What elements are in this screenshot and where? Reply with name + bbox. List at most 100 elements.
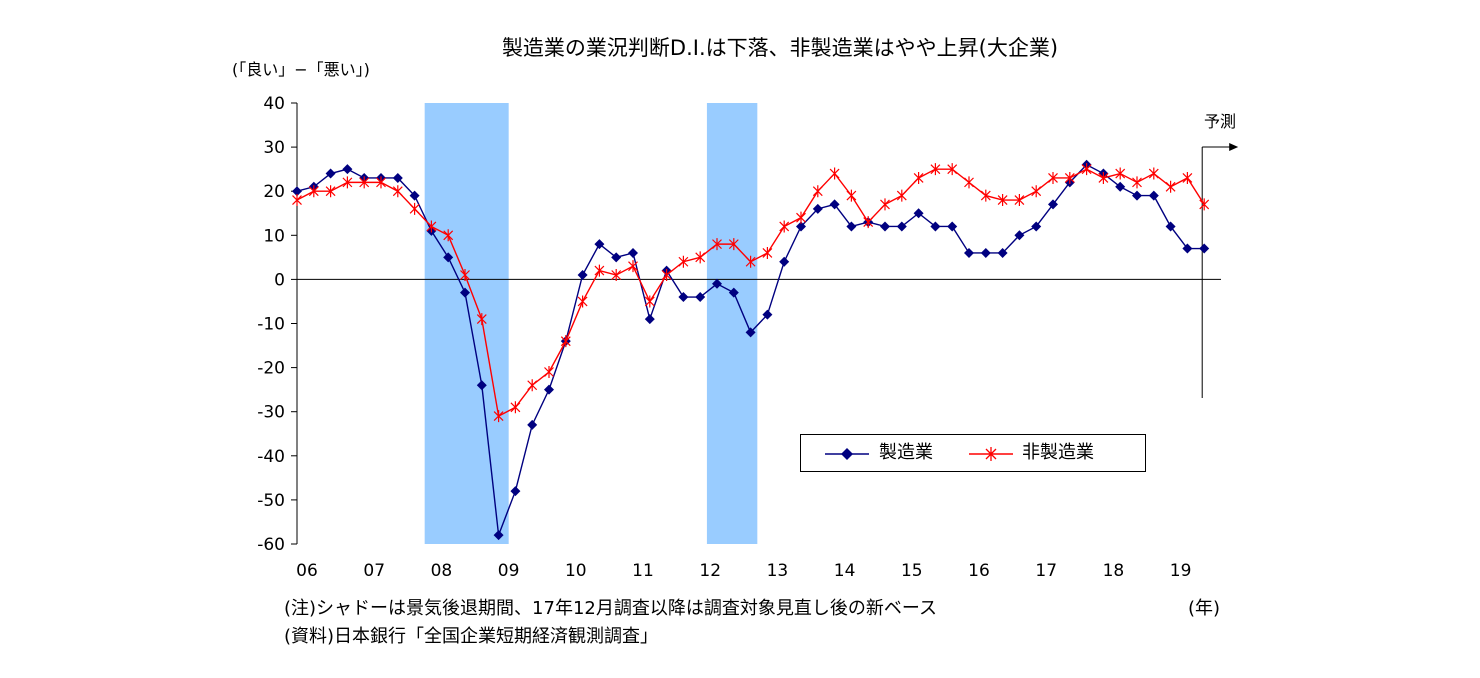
series-0-point-25 [712, 278, 722, 289]
series-1-point-6 [392, 185, 403, 198]
x-tick-label-2: 08 [431, 561, 453, 581]
series-0-point-9 [443, 252, 454, 263]
series-0-point-24 [695, 292, 706, 303]
y-tick-label-9: -50 [257, 491, 285, 511]
series-0-point-51 [1148, 190, 1159, 201]
series-0-point-32 [829, 199, 840, 210]
series-0-point-53 [1182, 243, 1193, 254]
series-1-point-23 [678, 255, 689, 268]
recession-shading-0 [424, 103, 509, 544]
x-tick-label-6: 12 [699, 561, 721, 581]
series-1-point-12 [493, 410, 504, 423]
series-0-point-0 [292, 186, 302, 197]
series-1-point-19 [611, 268, 622, 281]
legend-label-manufacturing: 製造業 [879, 442, 933, 463]
y-tick-label-0: 40 [263, 94, 285, 114]
series-0-point-6 [392, 172, 403, 183]
y-tick-label-3: 10 [263, 226, 285, 246]
y-tick-label-2: 20 [263, 182, 285, 202]
series-0-point-30 [796, 221, 806, 232]
series-1-point-25 [712, 238, 722, 251]
y-tick-label-5: -10 [257, 315, 285, 335]
series-0-point-2 [325, 168, 336, 179]
forecast-label: 予測 [1204, 112, 1237, 131]
series-0-point-3 [342, 164, 353, 175]
series-1-point-49 [1115, 167, 1126, 180]
x-axis-unit-label: (年) [1188, 598, 1221, 619]
legend-label-nonmanufacturing: 非製造業 [1022, 442, 1094, 463]
series-1-point-41 [980, 189, 991, 202]
chart-title: 製造業の業況判断D.I.は下落、非製造業はやや上昇(大企業) [501, 36, 1059, 60]
series-0-point-36 [896, 221, 907, 232]
legend-swatches [825, 447, 1013, 461]
series-1-point-44 [1031, 185, 1042, 198]
series-0-point-27 [745, 327, 756, 338]
series-0-point-13 [510, 486, 521, 497]
series-0-point-43 [1014, 230, 1025, 241]
series-1-point-4 [359, 176, 370, 189]
series-1-point-16 [560, 335, 571, 348]
series-1-point-8 [426, 220, 437, 233]
series-0-point-11 [476, 380, 487, 391]
legend-marker-manufacturing [841, 448, 853, 460]
series-1-point-0 [292, 194, 302, 207]
x-tick-label-9: 15 [901, 561, 923, 581]
series-1-point-22 [661, 268, 672, 281]
series-1-point-7 [409, 202, 420, 215]
series-1-point-11 [476, 313, 487, 326]
series-1-point-42 [997, 194, 1008, 207]
x-tick-label-7: 13 [767, 561, 789, 581]
chart-legend: 製造業 非製造業 [800, 434, 1146, 472]
series-0-point-45 [1048, 199, 1058, 210]
series-0-point-19 [611, 252, 622, 263]
series-0-point-20 [628, 247, 638, 258]
series-0-point-7 [409, 190, 420, 201]
series-0-point-52 [1165, 221, 1176, 232]
series-1-point-47 [1081, 163, 1092, 176]
y-axis-unit-label: (「良い」−「悪い」) [232, 60, 370, 79]
series-0-point-38 [930, 221, 941, 232]
series-1-point-17 [577, 295, 588, 308]
series-1-point-38 [930, 163, 941, 176]
x-tick-label-13: 19 [1170, 561, 1192, 581]
series-1-point-34 [863, 216, 874, 229]
series-0-point-10 [460, 287, 470, 298]
series-1-point-21 [644, 295, 655, 308]
series-0-point-33 [846, 221, 857, 232]
series-1-point-30 [796, 211, 806, 224]
series-0-point-18 [594, 239, 605, 250]
y-tick-label-10: -60 [257, 535, 285, 555]
series-1-point-1 [308, 185, 319, 198]
series-0-point-37 [913, 208, 924, 219]
series-0-point-42 [997, 247, 1008, 258]
series-1-point-18 [594, 264, 605, 277]
series-0-point-23 [678, 292, 689, 303]
series-0-point-29 [779, 256, 790, 267]
series-1-point-45 [1048, 171, 1058, 184]
series-0-point-21 [644, 314, 655, 325]
series-1-point-53 [1182, 171, 1193, 184]
series-0-point-50 [1132, 190, 1142, 201]
y-tick-label-7: -30 [257, 403, 285, 423]
series-1-point-3 [342, 176, 353, 189]
series-1-point-10 [460, 268, 470, 281]
series-1-point-13 [510, 401, 521, 414]
series-1-point-33 [846, 189, 857, 202]
series-0-point-14 [527, 419, 538, 430]
series-0-point-35 [880, 221, 890, 232]
series-1-point-5 [376, 176, 386, 189]
series-0-point-40 [964, 247, 974, 258]
series-0-point-28 [762, 309, 773, 320]
series-1-point-26 [728, 238, 739, 251]
series-1-point-39 [947, 163, 958, 176]
x-tick-label-4: 10 [565, 561, 587, 581]
series-1-point-14 [527, 379, 538, 392]
chart-note: (注)シャドーは景気後退期間、17年12月調査以降は調査対象見直し後の新ベース [284, 598, 937, 619]
series-0-point-15 [544, 384, 554, 395]
chart-source: (資料)日本銀行「全国企業短期経済観測調査」 [284, 626, 659, 647]
x-tick-label-8: 14 [834, 561, 856, 581]
series-1-point-20 [628, 260, 638, 273]
series-0-point-31 [812, 203, 823, 214]
series-1-point-15 [544, 366, 554, 379]
series-0-point-41 [980, 247, 991, 258]
